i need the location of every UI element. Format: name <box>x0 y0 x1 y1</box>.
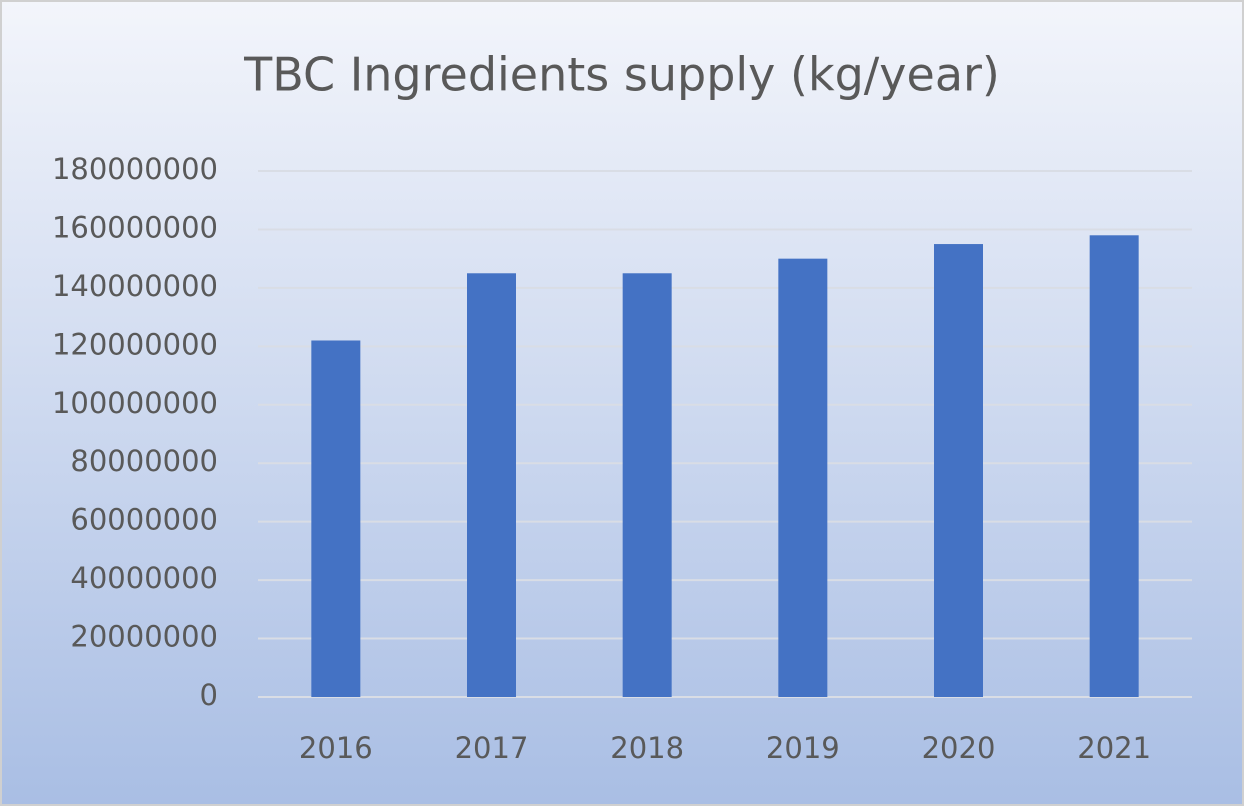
x-tick-label: 2021 <box>1077 731 1151 765</box>
bar <box>622 273 672 697</box>
y-tick-label: 120000000 <box>52 327 218 361</box>
y-tick-label: 140000000 <box>52 269 218 303</box>
bar <box>778 258 828 697</box>
y-tick-label: 0 <box>200 678 218 712</box>
bar <box>1089 235 1139 698</box>
bar <box>467 273 516 697</box>
bar <box>311 340 361 697</box>
y-tick-label: 40000000 <box>70 561 218 595</box>
y-tick-label: 160000000 <box>52 210 218 244</box>
x-tick-label: 2018 <box>610 731 684 765</box>
y-tick-label: 100000000 <box>52 386 218 420</box>
y-tick-label: 180000000 <box>52 152 218 186</box>
y-tick-label: 60000000 <box>70 503 218 537</box>
x-tick-label: 2016 <box>299 731 373 765</box>
x-tick-label: 2017 <box>455 731 529 765</box>
y-tick-label: 20000000 <box>70 620 218 654</box>
chart-title: TBC Ingredients supply (kg/year) <box>243 48 1000 102</box>
y-tick-label: 80000000 <box>70 444 218 478</box>
bar <box>934 244 983 698</box>
x-tick-label: 2020 <box>922 731 996 765</box>
x-tick-label: 2019 <box>766 731 840 765</box>
